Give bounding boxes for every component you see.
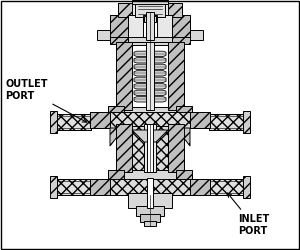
Bar xyxy=(176,170,192,182)
Bar xyxy=(132,126,168,170)
Bar xyxy=(168,3,182,17)
Bar xyxy=(172,15,190,37)
Bar xyxy=(90,112,110,128)
Bar xyxy=(190,112,210,128)
Bar xyxy=(55,179,91,195)
Bar xyxy=(50,176,57,198)
Polygon shape xyxy=(134,58,166,63)
Bar xyxy=(108,106,192,116)
Bar xyxy=(146,12,154,40)
Bar xyxy=(90,112,210,128)
Bar xyxy=(136,206,164,216)
Bar xyxy=(168,42,184,110)
Bar xyxy=(55,114,91,130)
Bar xyxy=(50,111,57,133)
Bar xyxy=(243,111,250,133)
Bar xyxy=(144,221,156,226)
Bar xyxy=(168,124,184,172)
Bar xyxy=(147,124,153,172)
Bar xyxy=(108,170,124,182)
Bar xyxy=(144,16,156,22)
Bar xyxy=(144,124,156,172)
Bar xyxy=(118,3,182,17)
Polygon shape xyxy=(134,71,166,76)
Bar xyxy=(143,15,157,37)
Bar xyxy=(172,35,190,44)
Bar xyxy=(110,15,190,37)
Text: OUTLET
PORT: OUTLET PORT xyxy=(5,79,86,122)
Bar xyxy=(128,15,172,37)
Polygon shape xyxy=(134,84,166,89)
Polygon shape xyxy=(176,128,190,146)
Bar xyxy=(116,42,184,110)
Bar xyxy=(132,0,168,4)
Bar xyxy=(128,193,172,208)
Bar xyxy=(135,3,165,17)
Bar xyxy=(110,15,128,37)
Bar xyxy=(116,124,184,172)
Polygon shape xyxy=(110,128,124,146)
Bar xyxy=(116,42,132,110)
Polygon shape xyxy=(134,90,166,96)
Bar xyxy=(128,35,172,42)
Bar xyxy=(110,35,128,44)
Polygon shape xyxy=(134,51,166,57)
Bar xyxy=(209,179,245,195)
Bar xyxy=(116,124,132,172)
Bar xyxy=(118,3,132,17)
Bar xyxy=(55,114,91,130)
Bar xyxy=(243,176,250,198)
Bar xyxy=(190,179,210,195)
Bar xyxy=(146,42,154,110)
Bar xyxy=(176,106,192,116)
Bar xyxy=(209,114,245,130)
Bar xyxy=(97,30,110,40)
Bar xyxy=(190,30,203,40)
Bar xyxy=(110,35,190,44)
Text: INLET
PORT: INLET PORT xyxy=(227,193,269,236)
Bar xyxy=(132,45,168,107)
Bar xyxy=(108,170,192,182)
Polygon shape xyxy=(134,77,166,82)
Polygon shape xyxy=(134,64,166,70)
Bar xyxy=(140,214,160,222)
Bar xyxy=(209,114,245,130)
Polygon shape xyxy=(132,130,168,142)
Bar xyxy=(90,179,210,195)
Bar xyxy=(209,179,245,195)
Bar xyxy=(110,179,190,195)
Polygon shape xyxy=(134,97,166,102)
Bar xyxy=(147,178,153,208)
Bar xyxy=(90,179,110,195)
Bar xyxy=(108,106,124,116)
Bar xyxy=(110,112,190,128)
Bar xyxy=(55,179,91,195)
